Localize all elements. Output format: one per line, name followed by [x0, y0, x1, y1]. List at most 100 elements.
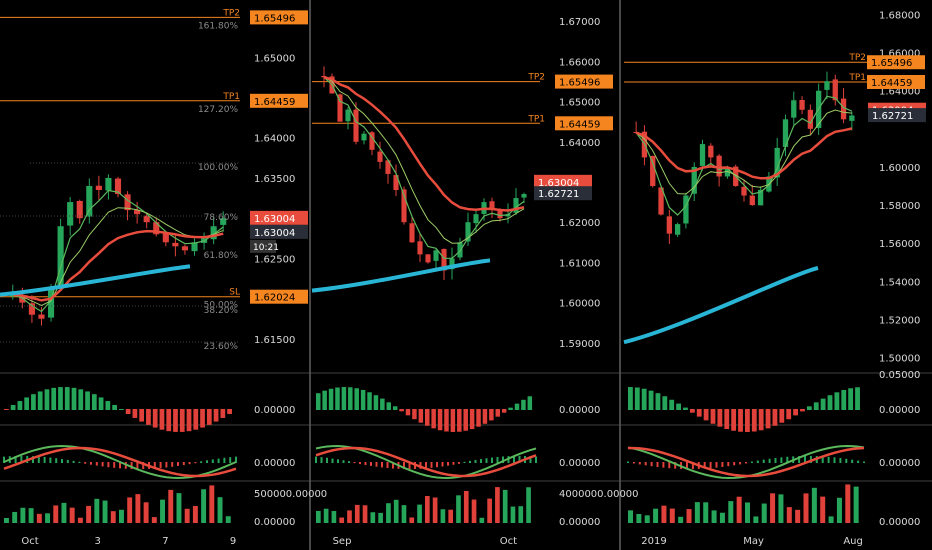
oscillator-2-main-line: [3, 446, 237, 478]
oscillator-2-bar: [721, 462, 724, 467]
last-price-tag: [250, 224, 308, 239]
volume-bar: [820, 496, 826, 523]
oscillator-1-bar: [132, 409, 138, 418]
candle-body: [674, 224, 681, 235]
oscillator-2-bar: [235, 456, 237, 463]
fib-level-label: 61.80%: [204, 251, 239, 261]
volume-bar: [151, 517, 157, 523]
level-price-value: 1.62024: [254, 293, 295, 304]
oscillator-2-bar: [491, 457, 493, 463]
oscillator-2-bar: [381, 462, 383, 468]
oscillator-2-bar: [518, 455, 521, 463]
volume-bar: [160, 499, 165, 523]
current-price-tag: [534, 174, 592, 189]
volume-bar: [661, 505, 667, 523]
candle-body: [716, 155, 722, 177]
volume-bar: [694, 502, 700, 523]
oscillator-2-bar: [739, 462, 742, 465]
oscillator-2-bar: [37, 456, 40, 463]
volume-bar: [36, 513, 42, 523]
oscillator-1-bar: [469, 409, 475, 430]
oscillator-1-bar: [751, 409, 757, 432]
candle-body: [369, 132, 375, 150]
oscillator-1-bar: [392, 406, 398, 410]
oscillator-2-bar: [632, 462, 635, 464]
candle-body: [425, 254, 431, 263]
candle-body: [441, 248, 447, 271]
volume-bar: [20, 507, 26, 523]
oscillator-1-bar: [227, 409, 232, 415]
volume-bar: [378, 512, 383, 523]
oscillator-1-bar: [628, 387, 633, 410]
y-tick-label: 1.61000: [559, 258, 600, 269]
oscillator-2-bar: [375, 462, 378, 467]
oscillator-2-tick: 0.00000: [559, 458, 600, 469]
candle-body: [153, 222, 160, 235]
volume-bar: [471, 499, 477, 523]
volume-bar: [795, 509, 801, 523]
oscillator-1-bar: [206, 409, 212, 425]
candle-body: [691, 166, 697, 194]
oscillator-1-bar: [360, 389, 366, 410]
oscillator-2-bar: [342, 460, 345, 463]
oscillator-2-bar: [136, 462, 139, 470]
volume-bar: [440, 509, 446, 523]
volume-bar: [86, 505, 92, 523]
volume-bar: [347, 510, 352, 523]
oscillator-1-bar: [37, 391, 43, 410]
oscillator-1-bar: [669, 399, 675, 410]
oscillator-1-bar: [386, 402, 392, 410]
oscillator-2-bar: [211, 459, 214, 463]
oscillator-1-bar: [64, 387, 70, 410]
volume-bar: [225, 516, 231, 523]
y-tick-label: 1.60000: [559, 299, 600, 310]
oscillator-2-bar: [113, 462, 116, 468]
candle-body: [741, 186, 747, 196]
level-price-value: 1.64459: [254, 97, 295, 108]
oscillator-1-bar: [316, 393, 321, 410]
oscillator-2-bar: [90, 462, 92, 465]
level-price-tag: [867, 55, 925, 70]
oscillator-2-bar: [839, 458, 842, 463]
oscillator-1-bar: [634, 387, 640, 410]
candle-body: [791, 100, 797, 118]
oscillator-2-bar: [827, 456, 830, 463]
volume-bar: [4, 518, 9, 523]
y-tick-label: 1.63500: [254, 174, 295, 185]
candle-body: [658, 187, 664, 215]
volume-bar: [331, 510, 337, 523]
oscillator-1-bar: [173, 409, 178, 432]
oscillator-2-bar: [458, 462, 460, 464]
oscillator-2-bar: [502, 456, 504, 463]
oscillator-2-bar: [142, 462, 145, 470]
volume-bar: [719, 512, 725, 523]
last-price-value: 1.62721: [872, 111, 913, 122]
y-tick-label: 1.60000: [879, 163, 920, 174]
volume-bar: [628, 510, 634, 523]
oscillator-2-bar: [469, 460, 471, 463]
volume-bar: [728, 501, 734, 523]
candle-body: [19, 295, 26, 303]
oscillator-1-bar: [779, 409, 785, 423]
volume-bar: [28, 508, 34, 523]
level-price-tag: [555, 74, 613, 89]
volume-bar: [828, 516, 834, 523]
oscillator-1-bar: [431, 409, 436, 429]
oscillator-2-bar: [188, 462, 191, 465]
oscillator-1-bar: [710, 409, 716, 424]
volume-bar: [653, 508, 659, 523]
oscillator-2-bar: [223, 457, 226, 463]
oscillator-1-bar: [220, 409, 226, 418]
y-tick-label: 1.61500: [254, 335, 295, 346]
candle-body: [417, 241, 423, 255]
oscillator-1-bar: [648, 390, 654, 410]
fib-level-label: 100.00%: [198, 163, 238, 173]
volume-bar: [678, 516, 684, 523]
candle-body: [497, 210, 503, 219]
oscillator-1-bar: [489, 409, 494, 421]
volume-bar: [425, 496, 430, 523]
oscillator-1-bar: [425, 409, 430, 426]
y-tick-label: 1.62000: [559, 218, 600, 229]
level-label-tp1: TP1: [527, 114, 545, 124]
volume-bar: [770, 493, 776, 523]
